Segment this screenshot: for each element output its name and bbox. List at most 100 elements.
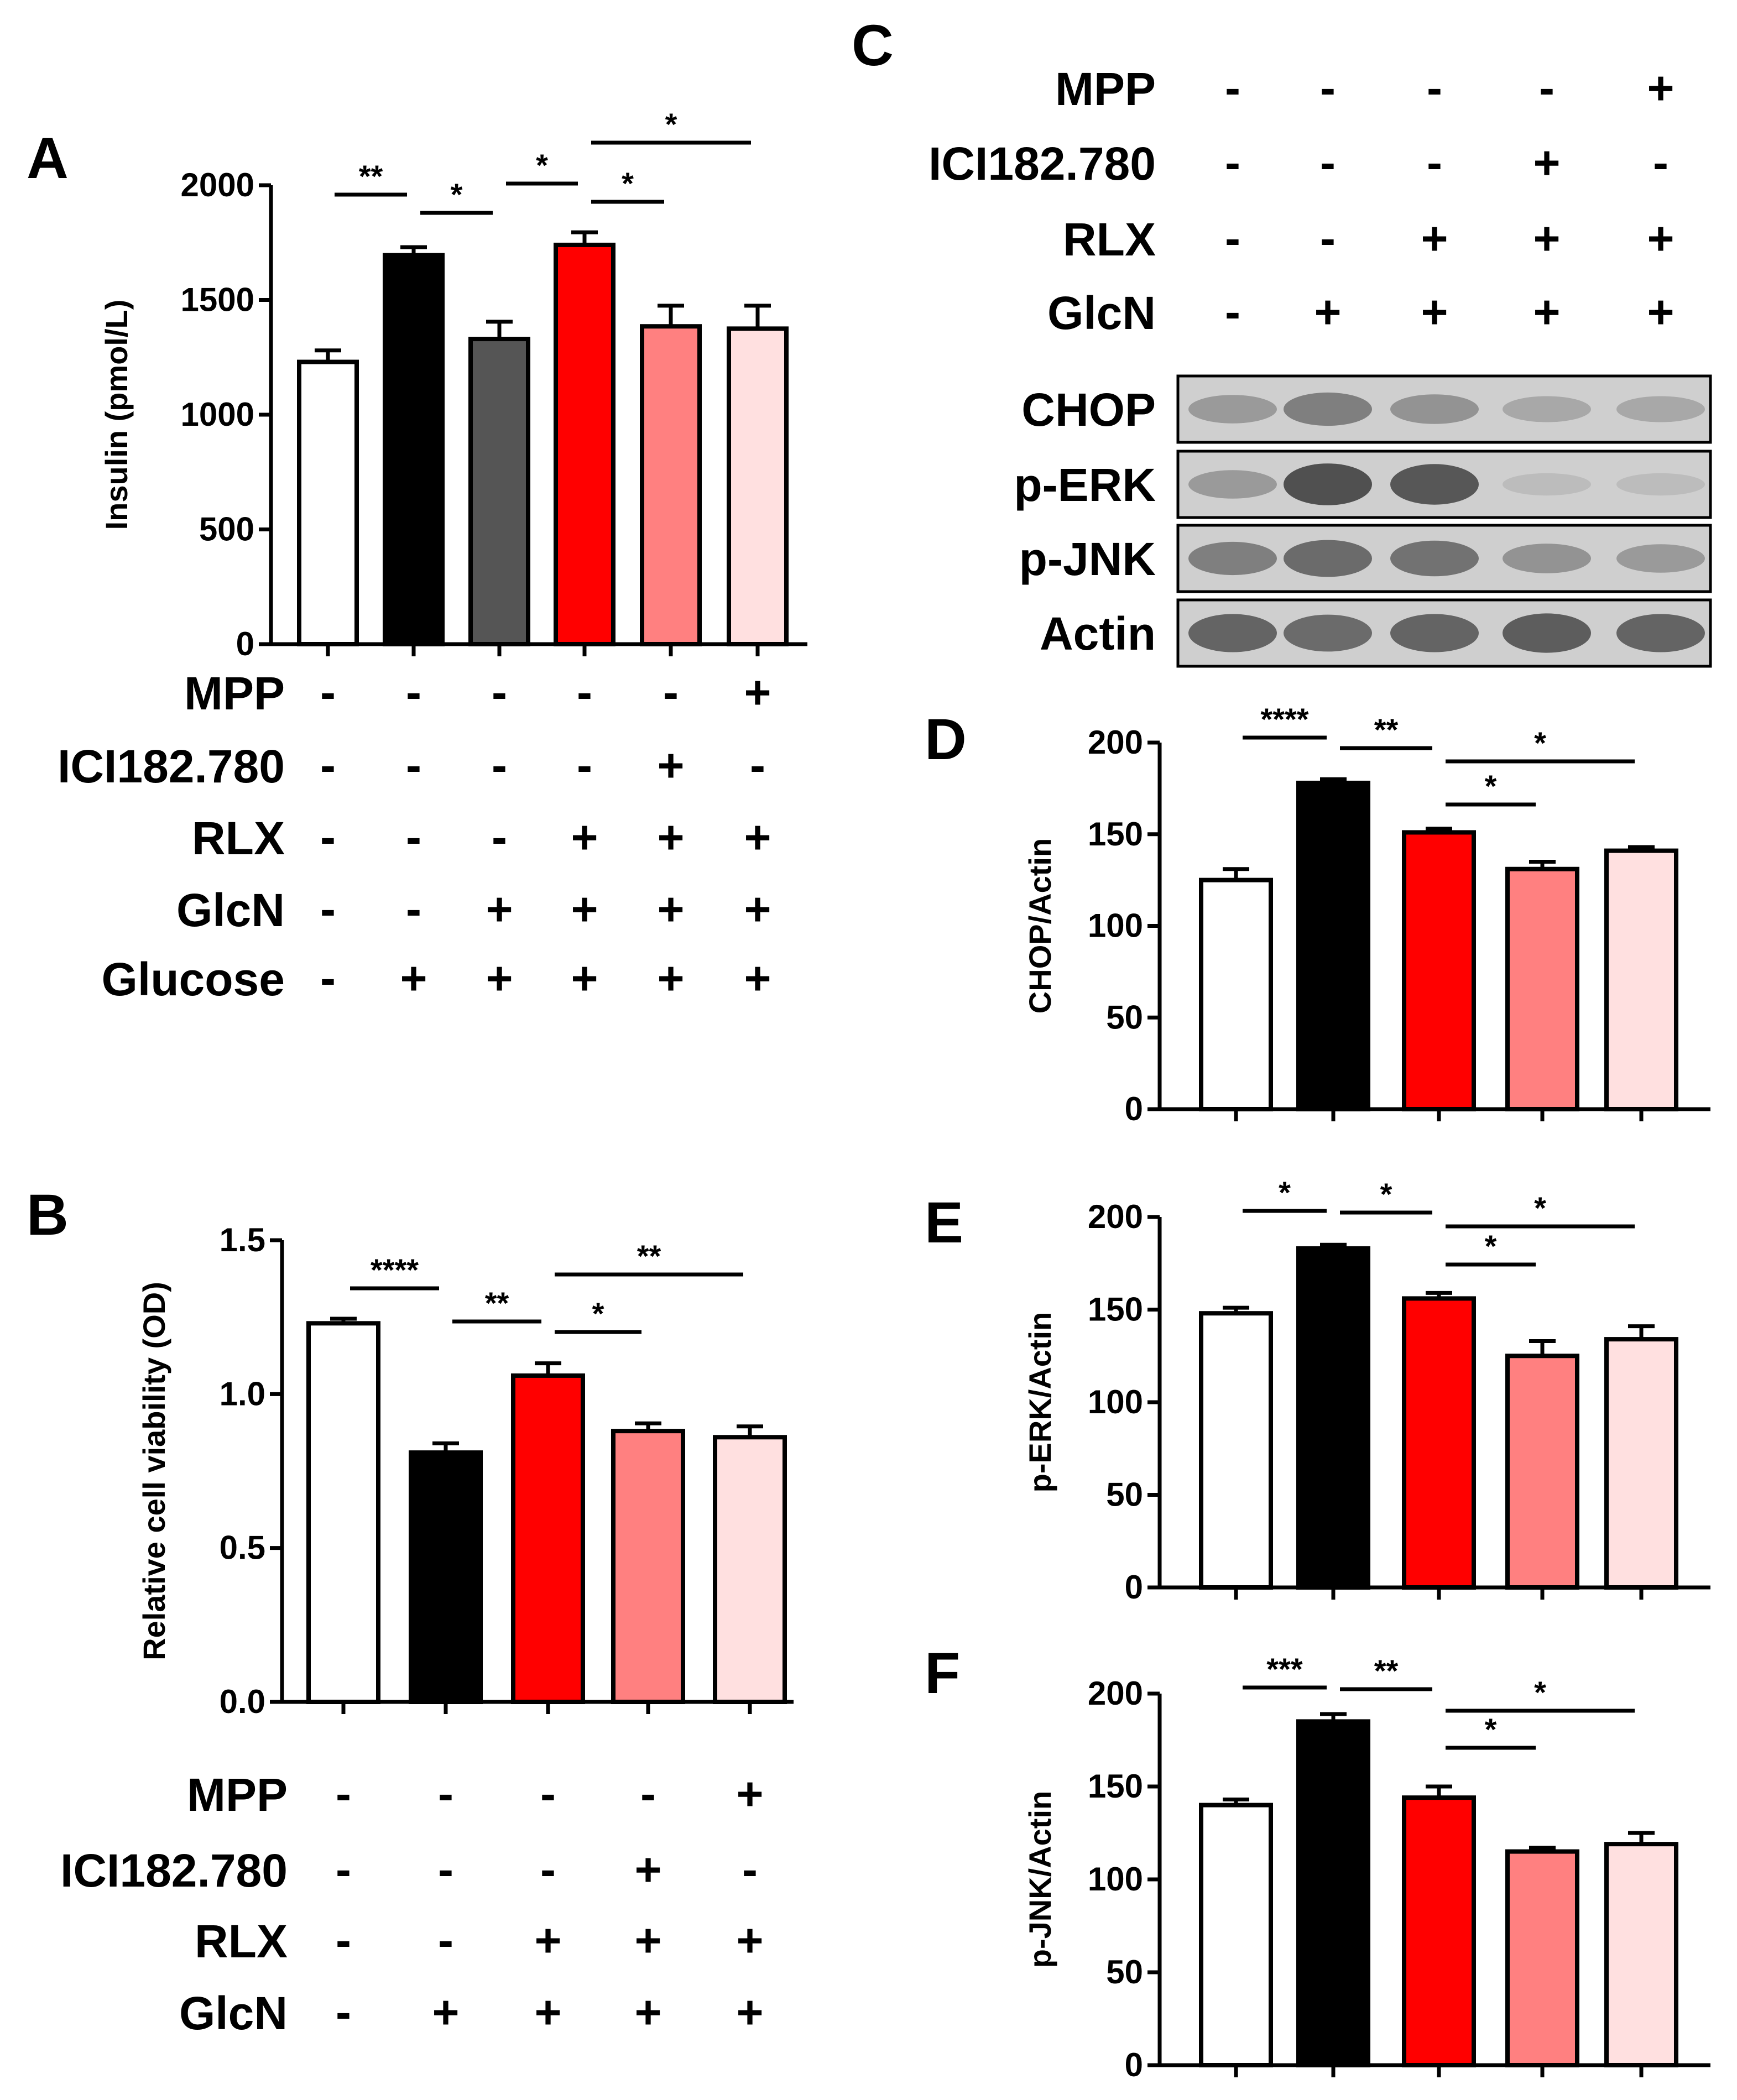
bar	[1402, 1296, 1476, 1590]
condition-sign: +	[744, 883, 771, 935]
bar	[1296, 780, 1370, 1112]
condition-sign: +	[634, 1986, 661, 2038]
panel-e: E 0 50 100 150 200 p-ERK/Actin * * * *	[925, 1175, 1710, 1606]
condition-sign: +	[744, 952, 771, 1004]
condition-sign: +	[486, 952, 513, 1004]
condition-sign: +	[534, 1914, 561, 1966]
y-tick-label: 2000	[181, 166, 254, 203]
blot-condition-label: ICI182.780	[929, 138, 1156, 190]
condition-sign: -	[540, 1768, 556, 1820]
y-tick-label: 200	[1088, 1198, 1143, 1235]
y-tick-label: 100	[1088, 907, 1143, 944]
condition-label: GlcN	[176, 884, 285, 936]
bar	[1604, 848, 1678, 1111]
blot-condition-sign: -	[1320, 212, 1336, 264]
significance-label: *	[1380, 1177, 1392, 1211]
panel-letter-e: E	[925, 1190, 963, 1255]
y-tick-label: 1500	[181, 281, 254, 318]
bar	[1604, 1842, 1678, 2067]
condition-label: Glucose	[102, 953, 285, 1005]
y-tick-label: 0	[1125, 1569, 1143, 1606]
significance-label: *	[1485, 769, 1497, 803]
y-axis-label: CHOP/Actin	[1023, 838, 1057, 1014]
blot-condition-sign: -	[1320, 137, 1336, 189]
significance-label: ***	[1266, 1652, 1303, 1686]
bar	[1296, 1246, 1370, 1590]
condition-sign: +	[534, 1986, 561, 2038]
bar	[1296, 1719, 1370, 2067]
y-tick-label: 150	[1088, 1768, 1143, 1805]
condition-sign: -	[438, 1843, 453, 1895]
blot-band	[1284, 463, 1372, 505]
bar	[1402, 1795, 1476, 2067]
blot-band	[1616, 473, 1705, 496]
significance-label: *	[1534, 1190, 1546, 1225]
significance-label: *	[1279, 1175, 1291, 1210]
y-tick-label: 1.0	[220, 1375, 265, 1412]
panel-letter-b: B	[27, 1183, 69, 1247]
significance-label: *	[592, 1296, 604, 1331]
significance-label: *	[451, 177, 463, 212]
blot-condition-sign: +	[1421, 212, 1448, 264]
bar	[1199, 1803, 1273, 2068]
condition-sign: -	[336, 1768, 351, 1820]
condition-sign: +	[571, 883, 598, 935]
condition-sign: +	[657, 883, 684, 935]
condition-sign: -	[438, 1768, 453, 1820]
y-axis-label: p-ERK/Actin	[1023, 1312, 1057, 1493]
blot-band	[1284, 614, 1372, 652]
significance-label: *	[1534, 1675, 1546, 1710]
condition-sign: -	[750, 739, 765, 791]
y-tick-label: 50	[1106, 999, 1143, 1036]
bar	[409, 1450, 483, 1705]
y-tick-label: 0.0	[220, 1683, 265, 1720]
bar	[1199, 877, 1273, 1111]
condition-label: MPP	[184, 667, 285, 719]
condition-sign: +	[486, 883, 513, 935]
significance-label: *	[536, 148, 548, 182]
blot-band	[1503, 396, 1591, 422]
blot-condition-sign: -	[1320, 62, 1336, 114]
significance-label: *	[1534, 725, 1546, 760]
blot-condition-sign: -	[1225, 212, 1240, 264]
condition-label: MPP	[187, 1769, 288, 1821]
significance-label: ****	[371, 1252, 419, 1287]
blot-condition-sign: -	[1427, 137, 1442, 189]
condition-sign: -	[640, 1768, 656, 1820]
condition-sign: -	[336, 1914, 351, 1966]
blot-band-label: p-ERK	[1014, 459, 1156, 511]
blot-band	[1390, 394, 1479, 424]
bar	[1505, 866, 1579, 1111]
bar	[468, 337, 530, 646]
blot-condition-sign: +	[1533, 212, 1560, 264]
significance-label: *	[622, 166, 634, 201]
bar	[713, 1435, 787, 1704]
y-tick-label: 50	[1106, 1476, 1143, 1513]
condition-label: ICI182.780	[60, 1845, 288, 1897]
y-tick-label: 150	[1088, 1291, 1143, 1328]
bar	[511, 1373, 585, 1704]
blot-condition-sign: -	[1539, 62, 1555, 114]
condition-label: GlcN	[179, 1987, 288, 2039]
y-tick-label: 200	[1088, 724, 1143, 761]
condition-sign: -	[320, 952, 336, 1004]
y-tick-label: 200	[1088, 1675, 1143, 1712]
panel-letter-f: F	[925, 1641, 960, 1706]
blot-band	[1503, 613, 1591, 653]
condition-sign: -	[540, 1843, 556, 1895]
y-tick-label: 1000	[181, 396, 254, 433]
condition-sign: +	[634, 1914, 661, 1966]
panel-letter-a: A	[27, 126, 69, 191]
panel-b: B 0.0 0.5 1.0 1.5 Relative cell viability (OD…	[27, 1183, 794, 2039]
condition-sign: +	[657, 952, 684, 1004]
blot-condition-sign: +	[1647, 212, 1674, 264]
blot-condition-sign: -	[1225, 286, 1240, 338]
blot-band	[1616, 614, 1705, 652]
blot-condition-label: MPP	[1055, 63, 1156, 115]
y-axis-label: Relative cell viability (OD)	[137, 1282, 171, 1660]
blot-band	[1284, 392, 1372, 426]
condition-sign: -	[742, 1843, 758, 1895]
y-tick-label: 100	[1088, 1383, 1143, 1420]
bar	[383, 253, 445, 646]
